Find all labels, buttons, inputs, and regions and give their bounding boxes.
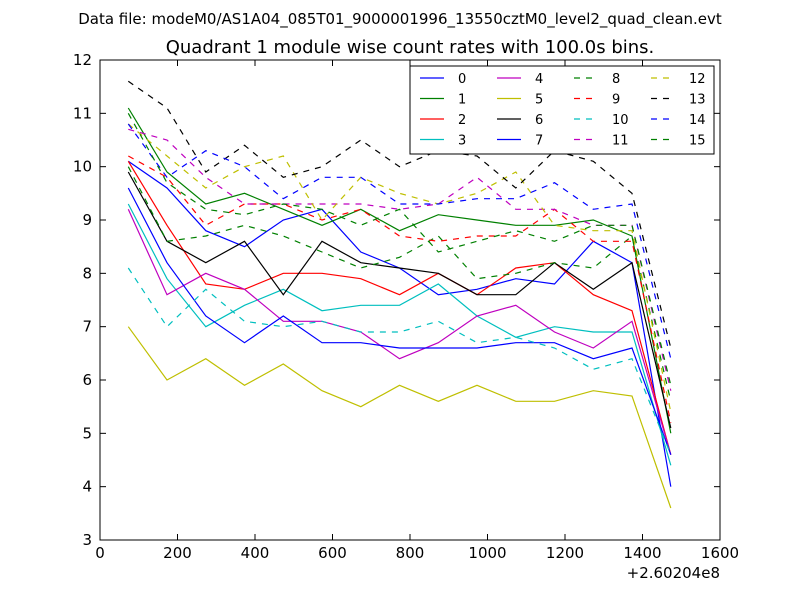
legend-label-14: 14 xyxy=(689,113,706,128)
x-tick-label: 1000 xyxy=(468,544,506,562)
series-line-4 xyxy=(127,209,672,455)
series-line-7 xyxy=(127,187,672,455)
series-line-5 xyxy=(127,326,672,509)
legend-label-8: 8 xyxy=(612,72,620,87)
series-line-2 xyxy=(127,160,672,455)
x-tick-label: 200 xyxy=(163,544,192,562)
legend-label-0: 0 xyxy=(458,72,466,87)
legend-label-15: 15 xyxy=(689,134,706,149)
legend-label-1: 1 xyxy=(458,93,466,108)
legend-label-3: 3 xyxy=(458,134,466,149)
legend-label-12: 12 xyxy=(689,72,706,87)
x-tick-label: 800 xyxy=(396,544,425,562)
legend-box xyxy=(409,65,715,155)
y-tick-label: 8 xyxy=(82,264,92,282)
x-tick-label: 0 xyxy=(95,544,105,562)
legend-label-4: 4 xyxy=(535,72,543,87)
series-layer xyxy=(127,80,672,509)
x-tick-label: 1400 xyxy=(623,544,661,562)
series-line-8 xyxy=(127,166,672,402)
series-line-15 xyxy=(127,113,672,386)
x-tick-label: 1600 xyxy=(701,544,739,562)
legend-label-10: 10 xyxy=(612,113,629,128)
x-tick-label: 600 xyxy=(318,544,347,562)
series-line-9 xyxy=(128,155,672,423)
series-line-13 xyxy=(127,80,672,349)
axis-ticks: 0 200 400 600 800 1000 1200 1400 160034567891011… xyxy=(73,51,739,562)
series-line-11 xyxy=(128,128,672,391)
y-tick-label: 10 xyxy=(73,158,92,176)
y-tick-label: 7 xyxy=(82,318,92,336)
y-tick-label: 9 xyxy=(82,211,92,229)
legend-label-9: 9 xyxy=(612,93,620,108)
legend-label-5: 5 xyxy=(535,93,543,108)
y-tick-label: 3 xyxy=(82,531,92,549)
series-line-1 xyxy=(127,107,672,434)
legend-label-7: 7 xyxy=(535,134,543,149)
x-tick-label: 1200 xyxy=(546,544,584,562)
x-offset-label: +2.60204e8 xyxy=(627,564,720,582)
x-tick-label: 400 xyxy=(241,544,270,562)
series-line-6 xyxy=(127,171,672,429)
legend-label-2: 2 xyxy=(458,113,466,128)
y-tick-label: 5 xyxy=(82,424,92,442)
y-tick-label: 11 xyxy=(73,104,92,122)
chart-supertitle: Data file: modeM0/AS1A04_085T01_90000019… xyxy=(78,10,722,29)
legend-label-13: 13 xyxy=(689,93,706,108)
legend-label-6: 6 xyxy=(535,113,543,128)
y-tick-label: 6 xyxy=(82,371,92,389)
series-line-3 xyxy=(127,203,672,466)
y-tick-label: 4 xyxy=(82,478,92,496)
chart-title: Quadrant 1 module wise count rates with … xyxy=(166,37,655,58)
legend-label-11: 11 xyxy=(612,134,629,149)
y-tick-label: 12 xyxy=(73,51,92,69)
series-line-14 xyxy=(127,123,672,359)
